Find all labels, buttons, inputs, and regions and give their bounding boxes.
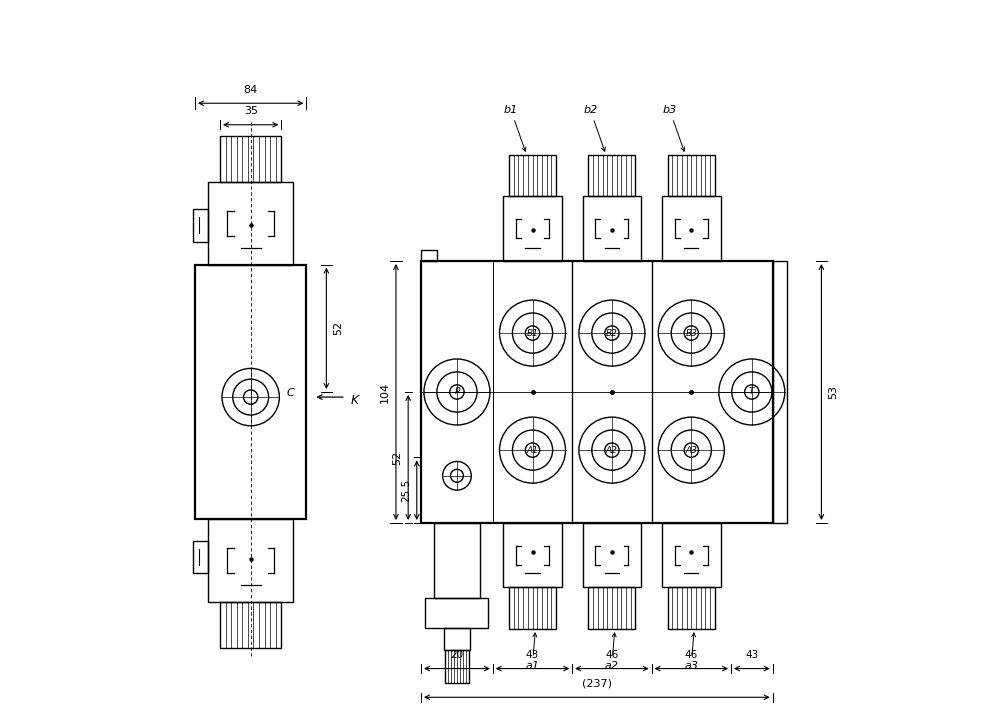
Text: a1: a1 (525, 633, 539, 670)
Text: P: P (454, 388, 460, 396)
Bar (445, 650, 469, 683)
Bar (503, 523, 562, 588)
Text: a2: a2 (605, 633, 619, 670)
Text: 20: 20 (450, 650, 464, 660)
Bar (588, 155, 635, 197)
Text: 52: 52 (392, 450, 402, 464)
Bar (668, 155, 715, 197)
Text: 43: 43 (526, 650, 539, 660)
Text: A3: A3 (685, 445, 697, 455)
Text: B2: B2 (606, 328, 618, 338)
Text: (237): (237) (582, 679, 612, 688)
Bar (425, 598, 488, 628)
Text: T: T (749, 388, 755, 396)
Bar (503, 197, 562, 261)
Text: 25.5: 25.5 (401, 479, 411, 502)
Text: a3: a3 (684, 633, 698, 670)
Bar (220, 135, 281, 182)
Bar (193, 541, 208, 573)
Text: 104: 104 (380, 382, 390, 403)
Text: K: K (351, 394, 359, 407)
Bar (421, 250, 437, 261)
Text: A1: A1 (527, 445, 538, 455)
Text: C: C (287, 388, 294, 398)
Bar (509, 588, 556, 629)
Bar (434, 523, 480, 598)
Bar (583, 523, 641, 588)
Bar (421, 261, 773, 523)
Bar (208, 182, 293, 265)
Text: 84: 84 (244, 85, 258, 95)
Text: B3: B3 (685, 328, 697, 338)
Text: 43: 43 (745, 650, 758, 660)
Bar (444, 628, 470, 650)
Text: b2: b2 (583, 106, 605, 151)
Bar (773, 261, 787, 523)
Text: 35: 35 (244, 106, 258, 116)
Bar (662, 197, 721, 261)
Bar (583, 197, 641, 261)
Bar (509, 155, 556, 197)
Text: 46: 46 (605, 650, 619, 660)
Bar (195, 265, 306, 519)
Text: b1: b1 (504, 106, 526, 151)
Bar (208, 519, 293, 602)
Bar (220, 602, 281, 649)
Bar (668, 588, 715, 629)
Bar (193, 209, 208, 241)
Bar (588, 588, 635, 629)
Text: A2: A2 (606, 445, 618, 455)
Bar (662, 523, 721, 588)
Text: 46: 46 (685, 650, 698, 660)
Text: 52: 52 (334, 321, 344, 335)
Text: b3: b3 (663, 106, 685, 151)
Text: 53: 53 (829, 385, 839, 399)
Text: B1: B1 (527, 328, 538, 338)
